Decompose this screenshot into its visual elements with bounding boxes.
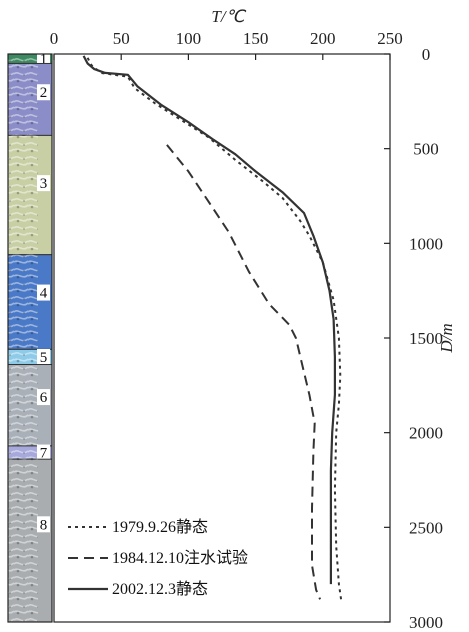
- legend-label-1984: 1984.12.10注水试验: [112, 549, 248, 567]
- stratum-label-bg: [37, 389, 50, 406]
- stratum-label-bg: [37, 50, 50, 67]
- stratum-texture-6: [8, 364, 38, 446]
- stratum-texture-4: [8, 254, 38, 350]
- y-axis: D/m 0 500 1000 1500 2000 2500 3000: [384, 45, 456, 632]
- x-tick-label: 0: [50, 29, 59, 48]
- series-lines: [82, 55, 343, 604]
- stratum-texture-7: [8, 445, 38, 460]
- x-tick-label: 200: [310, 29, 336, 48]
- x-tick-label: 100: [176, 29, 202, 48]
- legend-label-2002: 2002.12.3静态: [112, 580, 208, 598]
- y-tick-label: 3000: [409, 613, 443, 632]
- stratum-label: 5: [40, 350, 48, 366]
- stratum-label-bg: [37, 84, 50, 101]
- x-tick-label: 150: [243, 29, 269, 48]
- x-tick-label: 50: [113, 29, 130, 48]
- x-axis: T/℃ 0 50 100 150 200 250: [50, 7, 403, 60]
- stratum-texture-3: [8, 135, 38, 255]
- strata-frame: [7, 53, 53, 623]
- series-line-1: [166, 144, 322, 600]
- stratum-label: 4: [40, 286, 48, 302]
- legend-label-1979: 1979.9.26静态: [112, 518, 208, 536]
- stratum-texture-1: [8, 54, 38, 64]
- y-tick-label: 0: [422, 45, 431, 64]
- x-tick-label: 250: [377, 29, 403, 48]
- stratum-label-bg: [37, 284, 50, 301]
- stratigraphic-column: 1 2 3 4 5 6 7 8: [7, 50, 53, 623]
- y-tick-label: 1500: [409, 329, 443, 348]
- stratum-label: 1: [40, 52, 48, 68]
- x-axis-title: T/℃: [211, 7, 246, 26]
- stratum-label-bg: [37, 175, 50, 192]
- stratum-label: 7: [40, 446, 48, 462]
- y-tick-label: 500: [413, 140, 439, 159]
- stratum-texture-5: [8, 349, 38, 365]
- y-axis-title: D/m: [437, 323, 456, 353]
- stratum-label-bg: [37, 444, 50, 461]
- series-line-2: [82, 55, 336, 585]
- legend: 1979.9.26静态 1984.12.10注水试验 2002.12.3静态: [68, 518, 248, 598]
- stratum-texture-8: [8, 459, 38, 622]
- y-tick-label: 2000: [409, 424, 443, 443]
- stratum-label: 6: [40, 390, 48, 406]
- stratum-texture-2: [8, 63, 38, 136]
- stratum-label: 2: [40, 85, 48, 101]
- stratum-label-bg: [37, 348, 50, 365]
- stratum-label-bg: [37, 516, 50, 533]
- stratum-label: 8: [40, 517, 48, 533]
- y-tick-label: 2500: [409, 518, 443, 537]
- y-tick-label: 1000: [409, 234, 443, 253]
- series-line-0: [86, 57, 343, 604]
- stratum-label: 3: [40, 176, 48, 192]
